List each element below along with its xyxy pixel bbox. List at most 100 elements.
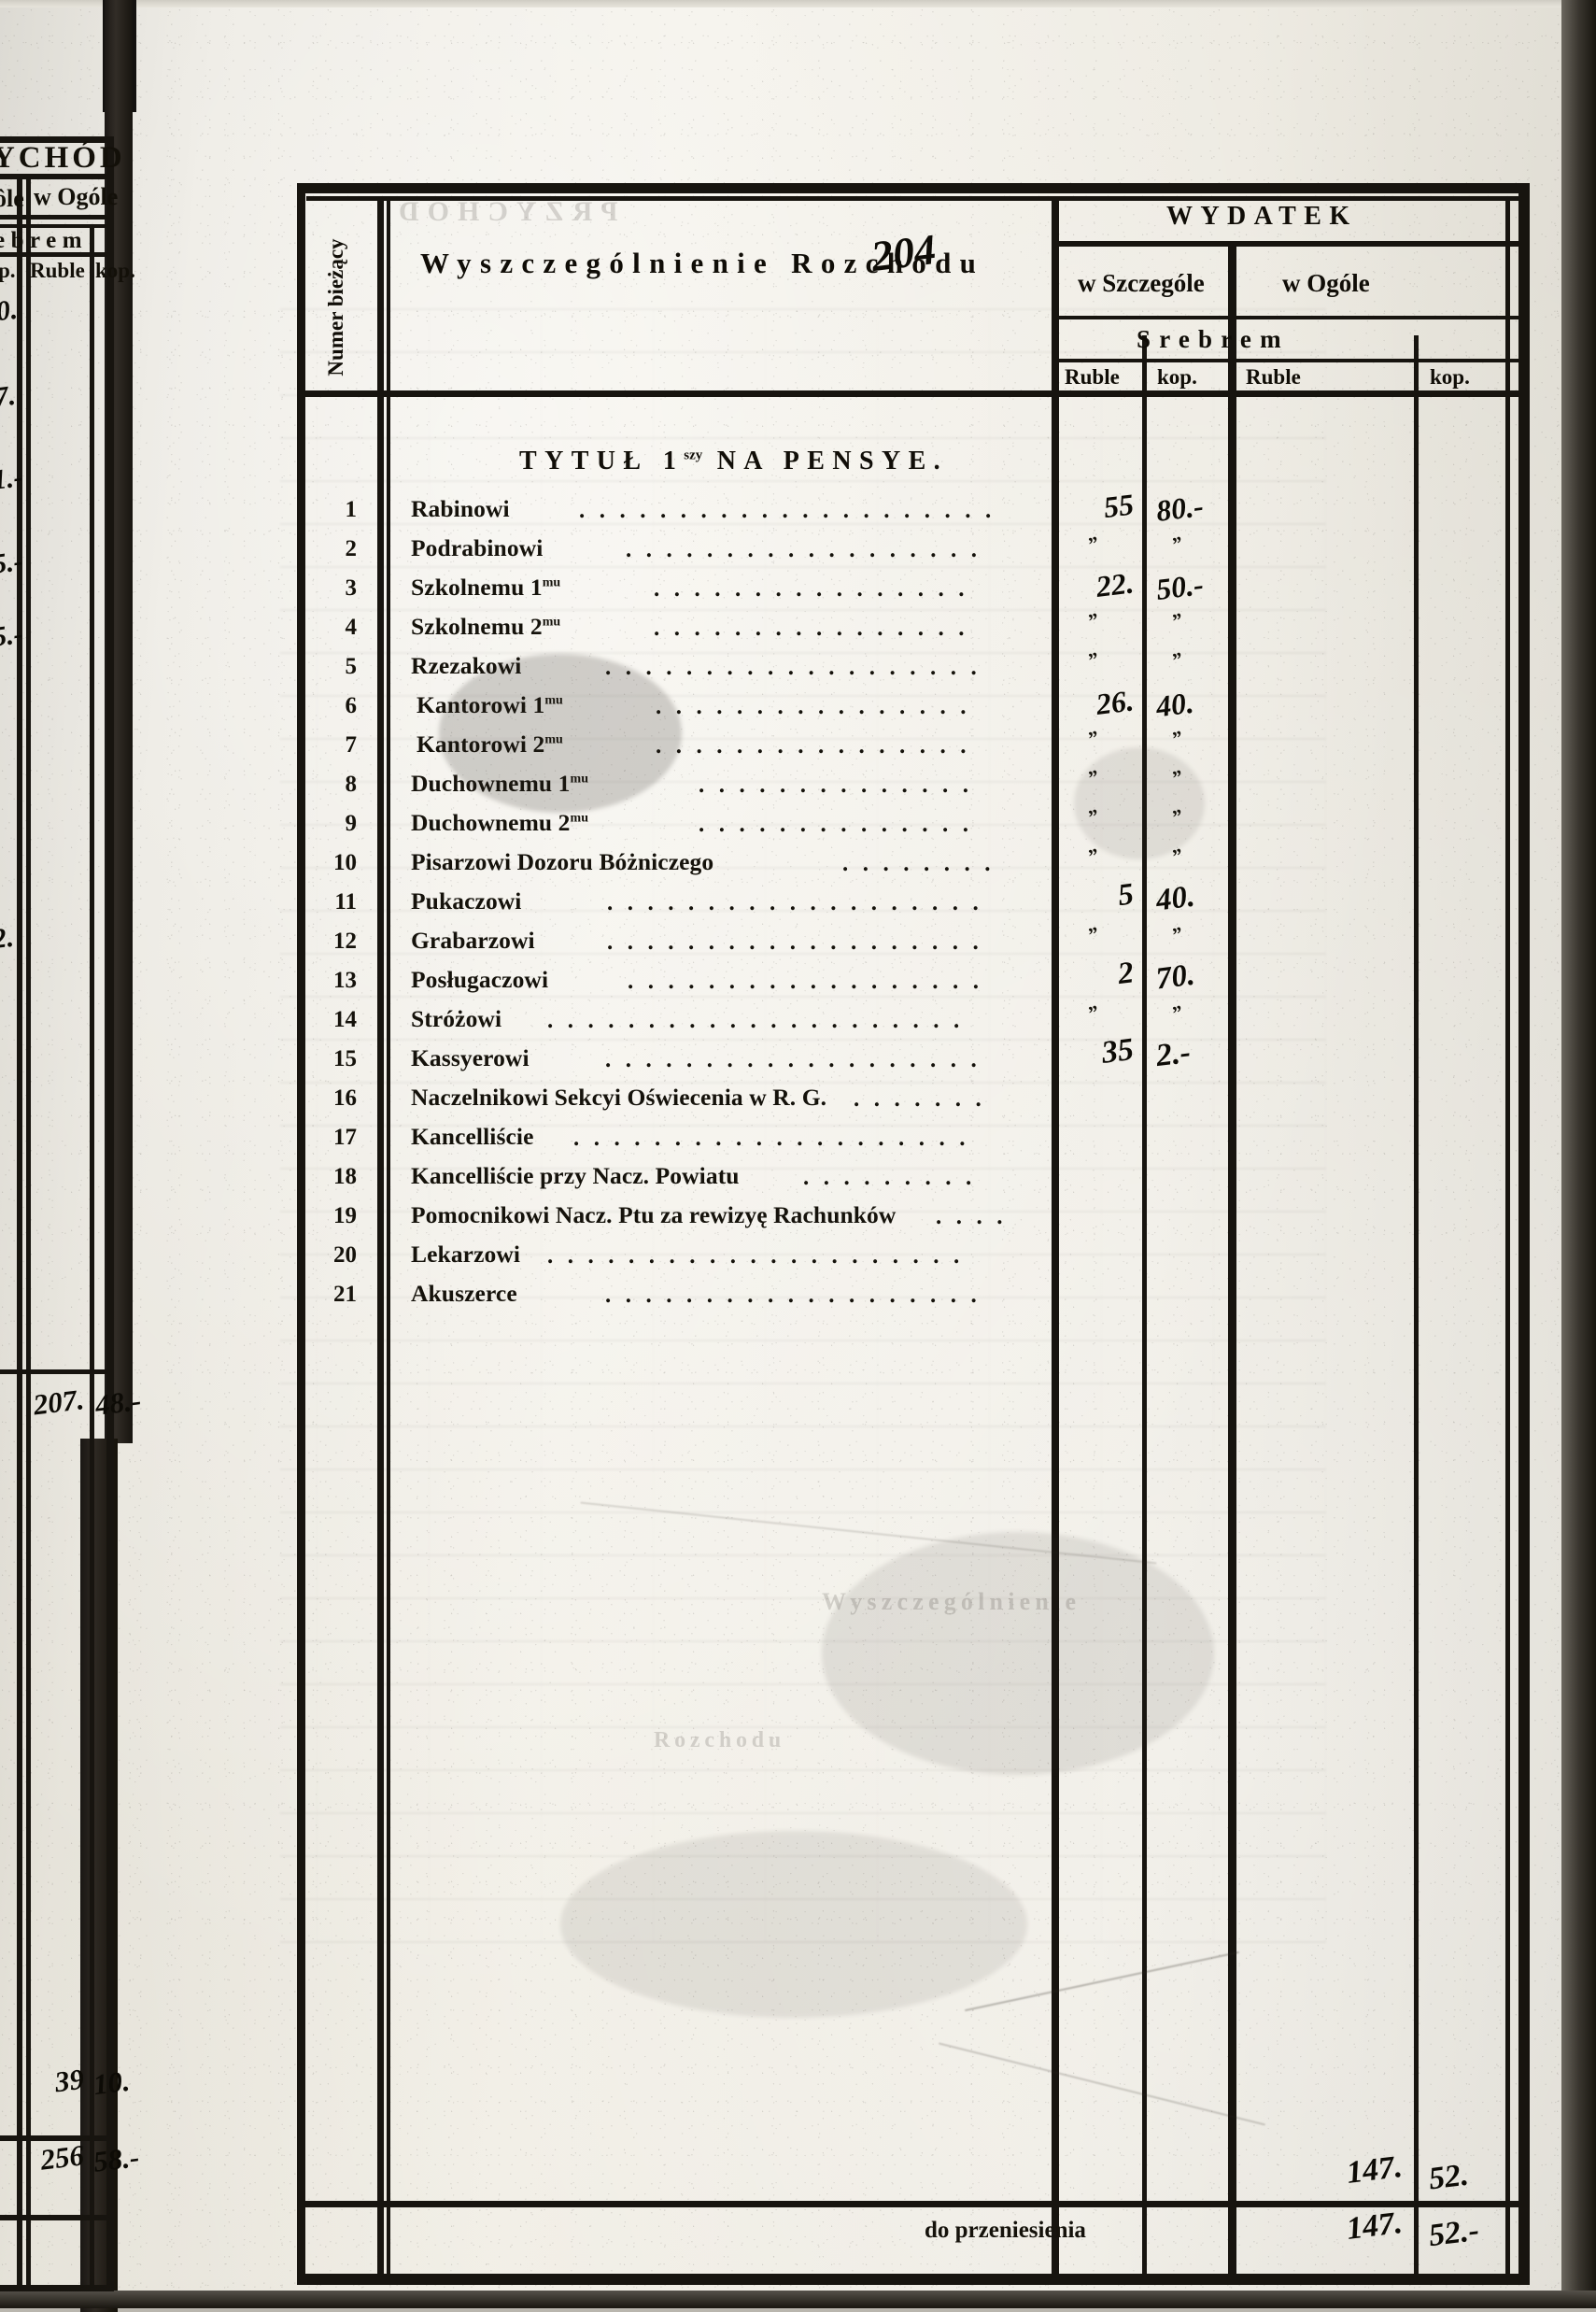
row-label-text: Grabarzowi bbox=[411, 927, 535, 954]
row-leader-dots: .................. bbox=[626, 537, 992, 561]
row-label-text: Rzezakowi bbox=[411, 652, 522, 679]
row-label-text: Rabinowi bbox=[411, 495, 510, 522]
row-label-sup: mu bbox=[544, 693, 563, 708]
lt-vrule-1 bbox=[17, 179, 22, 2285]
row-number: 17 bbox=[333, 1125, 357, 1150]
row-leader-dots: ........ bbox=[842, 851, 1005, 875]
row-leader-dots: ................ bbox=[654, 576, 979, 601]
footer-subtotal-kop: 52. bbox=[1426, 2157, 1471, 2197]
row-amount-kop: 40. bbox=[1153, 879, 1197, 918]
row-number: 10 bbox=[333, 850, 357, 875]
row-label: Grabarzowi bbox=[411, 927, 535, 955]
row-leader-dots: .............. bbox=[699, 773, 983, 797]
row-amount-kop: 70. bbox=[1153, 957, 1197, 997]
amount-col-ruble-2: Ruble bbox=[1246, 365, 1301, 389]
row-amount-kop: 50.- bbox=[1153, 567, 1206, 606]
row-label-text: Pomocnikowi Nacz. Ptu za rewizyę Rachunk… bbox=[411, 1201, 897, 1228]
page-bottom-edge bbox=[0, 2291, 1596, 2308]
footer-carry-kop: 52.- bbox=[1426, 2212, 1481, 2254]
row-label: Kantorowi 1mu bbox=[417, 691, 563, 719]
row-amount-kop: ” bbox=[1170, 922, 1186, 946]
row-number: 5 bbox=[345, 654, 358, 679]
lt-subheader-ogole: w Ogóle bbox=[34, 183, 119, 210]
row-amount-kop: 2.- bbox=[1153, 1034, 1193, 1074]
row-label-text: Duchownemu 2 bbox=[411, 809, 571, 836]
row-number: 7 bbox=[345, 732, 358, 758]
lt-rule-c bbox=[0, 252, 114, 257]
rule-under-subheaders bbox=[1059, 316, 1518, 319]
row-label-text: Kassyerowi bbox=[411, 1044, 530, 1071]
row-amount-ruble: 5 bbox=[1116, 877, 1136, 914]
row-label: Posługaczowi bbox=[411, 966, 548, 994]
row-leader-dots: ................ bbox=[656, 694, 981, 718]
row-amount-kop: ” bbox=[1170, 608, 1186, 632]
lt-total-0-kop: 10. bbox=[91, 2064, 132, 2102]
row-label-sup: mu bbox=[542, 575, 561, 590]
row-amount-ruble: ” bbox=[1086, 765, 1102, 789]
left-partial-przychod-table: YCHÓD ôle w Ogóle ebrem p. Ruble kop. 0.… bbox=[0, 136, 143, 2291]
row-label-text: Naczelnikowi Sekcyi Oświecenia w R. G. bbox=[411, 1084, 827, 1111]
row-leader-dots: ................... bbox=[607, 929, 994, 954]
lt-title: YCHÓD bbox=[0, 141, 126, 175]
row-leader-dots: .... bbox=[936, 1204, 1017, 1228]
currency-label-srebrem: Srebrem bbox=[1137, 325, 1290, 353]
row-amount-ruble: ” bbox=[1086, 726, 1102, 750]
row-amount-ruble: 35 bbox=[1099, 1031, 1136, 1071]
row-leader-dots: ..................... bbox=[579, 498, 1006, 522]
row-label: Kancelliście bbox=[411, 1123, 534, 1151]
rule-above-carry bbox=[305, 2201, 1518, 2207]
page-right-edge bbox=[1561, 0, 1596, 2308]
row-label: Pukaczowi bbox=[411, 887, 522, 915]
row-label: Duchownemu 1mu bbox=[411, 770, 588, 798]
frame-bottom-outer bbox=[297, 2274, 1530, 2285]
row-amount-ruble: ” bbox=[1086, 647, 1102, 672]
wyszczegolnienie-rozchodu-header: Wyszczególnienie Rozchodu bbox=[420, 247, 985, 279]
row-label-text: Pisarzowi Dozoru Bóżniczego bbox=[411, 848, 714, 875]
lt-rule-mid bbox=[0, 1369, 114, 1374]
lt-rule-subtotal bbox=[0, 2135, 114, 2141]
row-number: 15 bbox=[333, 1046, 357, 1071]
row-amount-ruble: 26. bbox=[1094, 683, 1136, 721]
lt-vrule-3 bbox=[90, 225, 94, 2285]
row-number: 19 bbox=[333, 1203, 357, 1228]
lt-rule-a bbox=[0, 215, 114, 220]
amount-col-kop-1: kop. bbox=[1157, 365, 1197, 389]
row-number: 6 bbox=[345, 693, 358, 718]
wydatek-header: WYDATEK bbox=[1166, 202, 1358, 231]
row-leader-dots: ......... bbox=[803, 1165, 986, 1189]
col-rule-between-wydatek bbox=[1228, 243, 1236, 2274]
row-amount-ruble: ” bbox=[1086, 608, 1102, 632]
row-label-text: Stróżowi bbox=[411, 1005, 502, 1032]
row-amount-ruble: ” bbox=[1086, 1000, 1102, 1025]
lt-subtotal-ruble: 207. bbox=[31, 1383, 86, 1422]
row-leader-dots: ................ bbox=[654, 616, 979, 640]
frame-left-outer bbox=[297, 183, 305, 2285]
row-number: 13 bbox=[333, 968, 357, 993]
row-label-sup: mu bbox=[544, 732, 563, 747]
row-label: Podrabinowi bbox=[411, 534, 543, 562]
row-number: 18 bbox=[333, 1164, 357, 1189]
numer-biezacy-header: Numer bieżący bbox=[324, 238, 347, 376]
row-number: 9 bbox=[345, 811, 358, 836]
row-amount-kop: ” bbox=[1170, 726, 1186, 750]
carry-forward-label: do przeniesienia bbox=[925, 2218, 1086, 2243]
row-amount-ruble: ” bbox=[1086, 804, 1102, 829]
section-title-tytul: TYTUŁ 1szy NA PENSYE. bbox=[519, 447, 948, 476]
lt-total-1-kop: 58.- bbox=[91, 2140, 141, 2178]
row-label: Pomocnikowi Nacz. Ptu za rewizyę Rachunk… bbox=[411, 1201, 896, 1229]
row-amount-ruble: ” bbox=[1086, 844, 1102, 868]
row-label-sup: mu bbox=[570, 811, 588, 826]
lt-total-0-ruble: 39 bbox=[52, 2062, 86, 2099]
row-label-text: Kantorowi 2 bbox=[417, 730, 545, 758]
section-title-ordinal: szy bbox=[684, 447, 703, 463]
row-amount-kop: ” bbox=[1170, 844, 1186, 868]
row-label-text: Duchownemu 1 bbox=[411, 770, 571, 797]
lt-subtotal-kop: 48.- bbox=[92, 1383, 143, 1422]
row-amount-ruble: 2 bbox=[1116, 956, 1136, 992]
row-label-text: Podrabinowi bbox=[411, 534, 544, 561]
row-number: 8 bbox=[345, 772, 358, 797]
row-amount-ruble: ” bbox=[1086, 922, 1102, 946]
row-number: 11 bbox=[334, 889, 357, 915]
row-number: 14 bbox=[333, 1007, 357, 1032]
row-number: 21 bbox=[333, 1282, 357, 1307]
